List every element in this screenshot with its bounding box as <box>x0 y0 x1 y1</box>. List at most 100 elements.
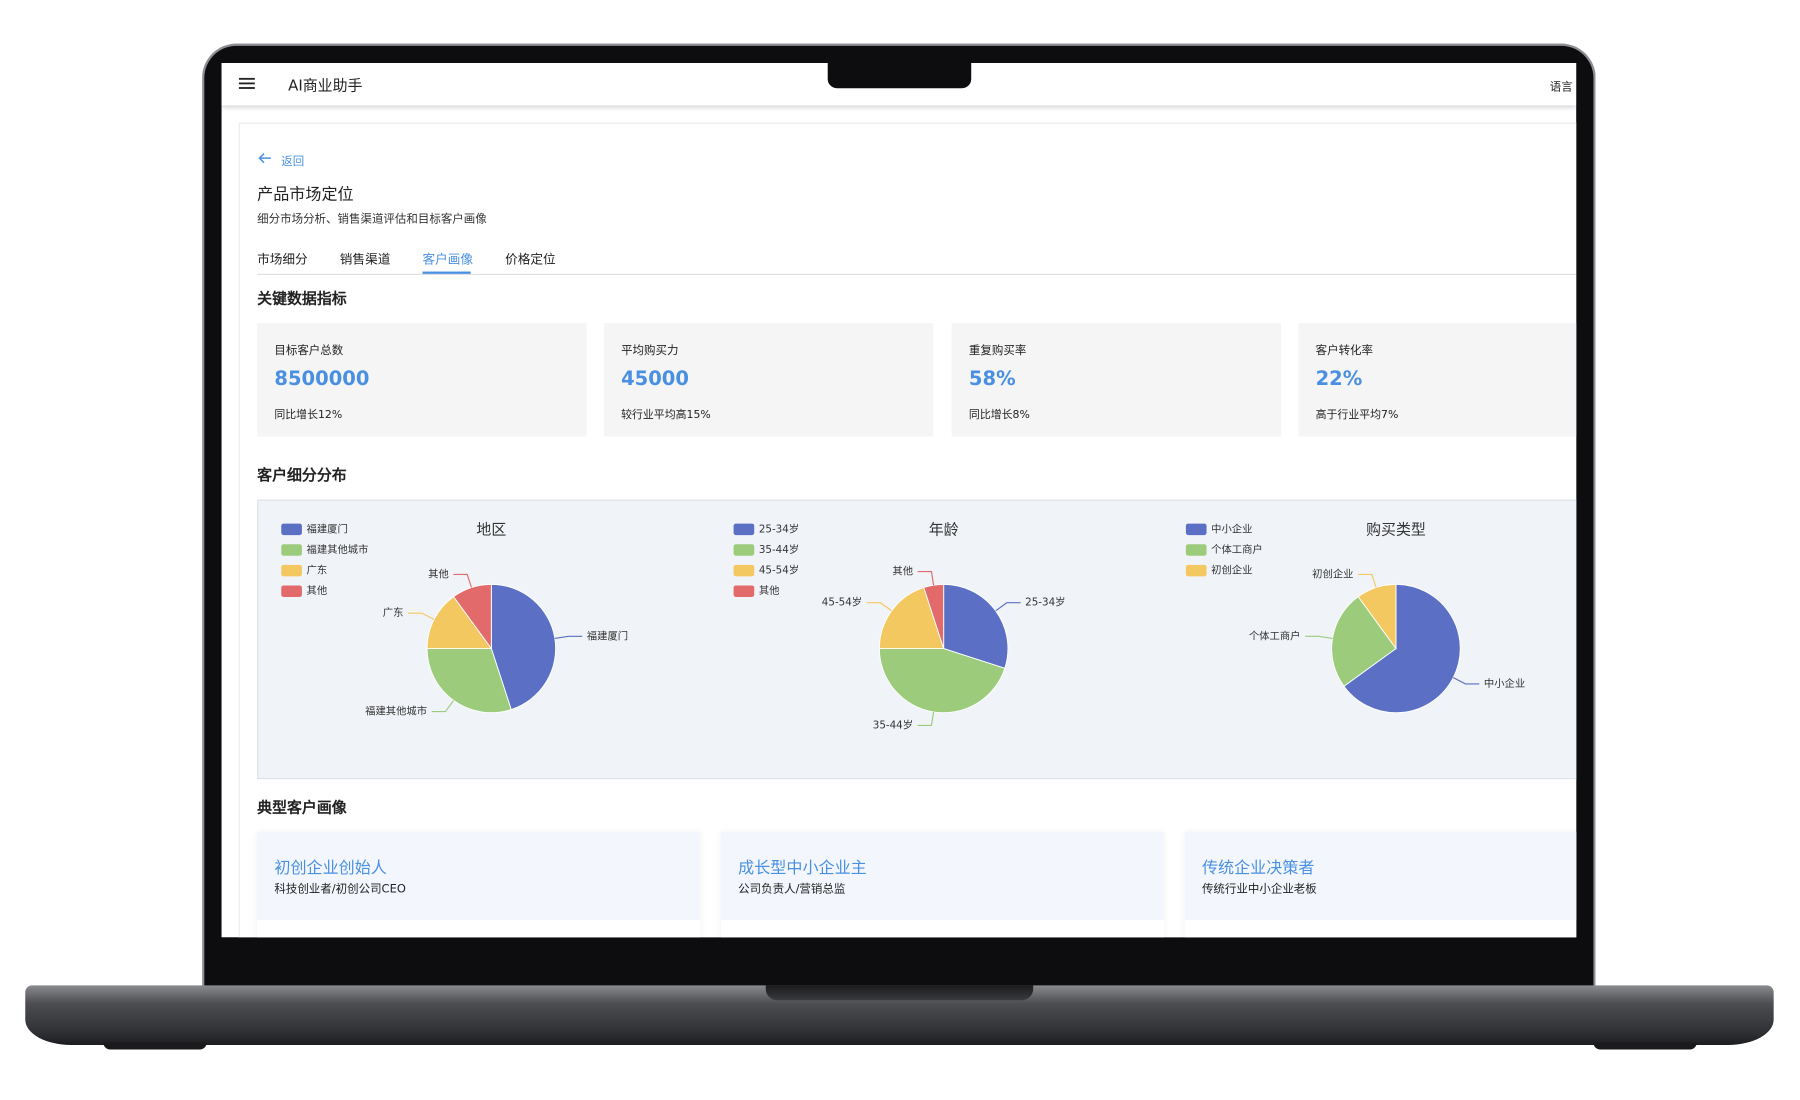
metric-label: 平均购买力 <box>621 344 679 358</box>
legend-label: 福建厦门 <box>307 522 348 535</box>
persona-name: 成长型中小企业主 <box>738 859 867 878</box>
legend-label: 个体工商户 <box>1211 543 1263 556</box>
legend-label: 45-54岁 <box>759 564 799 577</box>
legend-swatch <box>281 523 302 536</box>
label-line <box>1452 677 1480 685</box>
label-line <box>917 570 935 586</box>
metric-note: 同比增长8% <box>968 409 1030 422</box>
legend-swatch <box>733 585 755 597</box>
back-arrow[interactable] <box>257 151 273 165</box>
persona-role: 科技创业者/初创公司CEO <box>274 883 406 897</box>
legend-swatch <box>281 544 302 556</box>
metric-value: 58% <box>968 367 1016 391</box>
label-line <box>408 612 435 620</box>
label-line <box>995 602 1021 612</box>
legend-label: 35-44岁 <box>759 543 799 556</box>
legend-swatch <box>733 523 755 536</box>
pie-slice <box>426 648 512 714</box>
pie-slice <box>878 586 945 649</box>
legend-swatch <box>733 544 755 556</box>
section-title: 典型客户画像 <box>257 799 347 817</box>
legend-label: 福建其他城市 <box>307 543 369 556</box>
laptop-foot <box>103 1042 207 1050</box>
slice-label: 福建厦门 <box>587 629 628 642</box>
slice-label: 福建其他城市 <box>365 705 427 718</box>
menu-icon[interactable] <box>238 77 256 91</box>
page-subtitle: 细分市场分析、销售渠道评估和目标客户画像 <box>257 213 487 226</box>
chart-title: 地区 <box>476 521 506 539</box>
legend-label: 中小企业 <box>1211 522 1252 535</box>
tab-indicator <box>422 271 471 274</box>
metric-card: 客户转化率 22% 高于行业平均7% <box>1298 323 1577 437</box>
persona-header <box>257 831 701 921</box>
metric-label: 重复购买率 <box>968 344 1027 358</box>
pie-slice <box>426 595 493 649</box>
camera-notch <box>827 63 972 89</box>
metric-value: 8500000 <box>274 367 370 391</box>
metric-card: 平均购买力 45000 较行业平均高15% <box>603 323 934 437</box>
tab[interactable]: 价格定位 <box>505 252 556 267</box>
slice-label: 其他 <box>428 567 449 580</box>
pie-slice <box>1357 583 1397 650</box>
tab[interactable]: 销售渠道 <box>339 252 391 267</box>
metric-label: 客户转化率 <box>1315 344 1374 358</box>
metric-card: 重复购买率 58% 同比增长8% <box>951 323 1282 437</box>
legend-swatch <box>1185 564 1207 577</box>
metric-note: 较行业平均高15% <box>621 409 711 422</box>
slice-label: 个体工商户 <box>1249 629 1301 642</box>
metric-value: 22% <box>1315 367 1363 391</box>
label-line <box>453 573 473 588</box>
legend-label: 广东 <box>307 564 328 577</box>
chart-title: 年龄 <box>929 521 959 539</box>
metric-card: 目标客户总数 8500000 同比增长12% <box>257 323 587 437</box>
pie-slice <box>878 648 1006 714</box>
app-title: AI商业助手 <box>288 77 363 96</box>
pie-slice <box>1343 583 1461 714</box>
tab-divider <box>257 273 1577 275</box>
metric-label: 目标客户总数 <box>274 344 344 358</box>
pie-slice <box>452 583 492 650</box>
persona-header <box>1184 831 1577 921</box>
legend-label: 其他 <box>307 584 328 597</box>
page-title: 产品市场定位 <box>257 185 354 204</box>
label-line <box>917 711 935 727</box>
label-line <box>1305 635 1333 640</box>
persona-role: 公司负责人/营销总监 <box>738 883 846 897</box>
back-link[interactable]: 返回 <box>281 155 305 169</box>
metric-note: 同比增长12% <box>274 409 343 422</box>
tab[interactable]: 客户画像 <box>422 252 473 267</box>
legend-swatch <box>1185 544 1207 556</box>
slice-label: 广东 <box>383 606 404 619</box>
slice-label: 其他 <box>892 565 913 578</box>
persona-card[interactable]: 成长型中小企业主公司负责人/营销总监 <box>720 831 1165 938</box>
chart-title: 购买类型 <box>1366 521 1426 539</box>
language-button[interactable]: 语言 <box>1549 81 1573 94</box>
legend-swatch <box>281 564 302 577</box>
legend-swatch <box>281 585 302 597</box>
persona-card[interactable]: 传统企业决策者 传统行业中小企业老板 <box>1184 831 1577 938</box>
section-title: 客户细分分布 <box>257 467 347 485</box>
laptop-hinge <box>765 985 1034 1001</box>
legend-swatch <box>733 564 755 577</box>
slice-label: 25-34岁 <box>1025 596 1065 609</box>
legend-label: 25-34岁 <box>759 522 799 535</box>
persona-header <box>720 831 1165 921</box>
metric-note: 高于行业平均7% <box>1315 409 1399 422</box>
pie-slice <box>943 583 1009 669</box>
label-line <box>554 635 583 640</box>
pie-slice <box>490 583 557 711</box>
label-line <box>866 602 892 612</box>
persona-name: 传统企业决策者 <box>1201 859 1315 878</box>
slice-label: 35-44岁 <box>873 718 913 731</box>
legend-label: 其他 <box>759 584 780 597</box>
slice-label: 45-54岁 <box>822 596 862 609</box>
metric-value: 45000 <box>621 367 689 391</box>
persona-name: 初创企业创始人 <box>274 859 387 878</box>
persona-card[interactable]: 初创企业创始人科技创业者/初创公司CEO <box>257 831 701 938</box>
label-line <box>1358 573 1377 588</box>
tab[interactable]: 市场细分 <box>257 252 308 267</box>
legend-swatch <box>1185 523 1207 536</box>
